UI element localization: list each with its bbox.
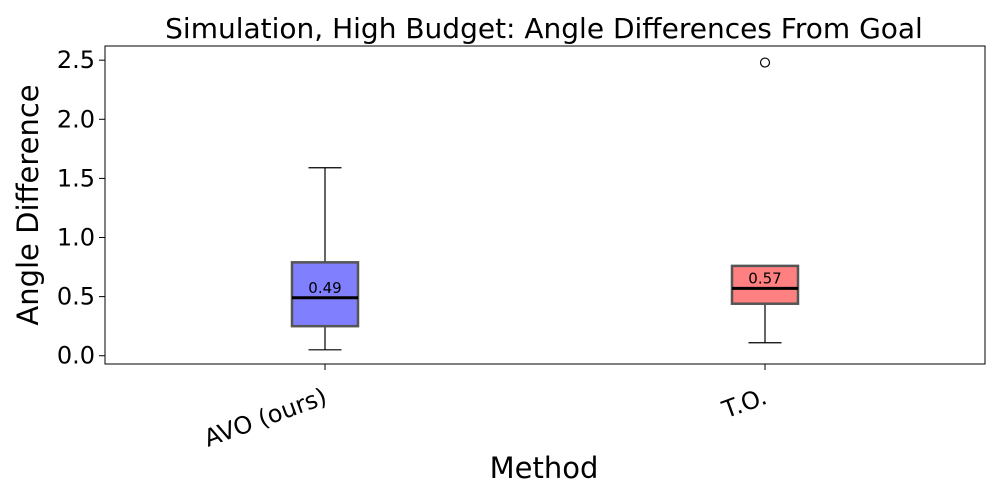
y-tick-label: 2.5 (57, 46, 95, 74)
plot-area-frame (104, 45, 986, 365)
box-iqr (290, 261, 360, 328)
x-tick-label: AVO (ours) (200, 382, 330, 452)
box-iqr (730, 264, 800, 305)
x-tick-label: T.O. (718, 382, 771, 424)
chart-title: Simulation, High Budget: Angle Differenc… (165, 12, 923, 45)
x-axis: AVO (ours) T.O. (200, 364, 771, 453)
y-tick-label: 0.0 (57, 342, 95, 370)
y-tick-label: 1.0 (57, 224, 95, 252)
y-tick-label: 2.0 (57, 105, 95, 133)
y-tick-label: 1.5 (57, 164, 95, 192)
median-label: 0.49 (308, 279, 341, 297)
y-tick-label: 0.5 (57, 283, 95, 311)
x-axis-label: Method (490, 451, 599, 485)
median-label: 0.57 (748, 269, 781, 287)
y-axis: 0.0 0.5 1.0 1.5 2.0 2.5 (57, 46, 105, 370)
y-axis-label: Angle Difference (11, 84, 45, 325)
box-group: 0.57 (730, 57, 800, 344)
boxes-layer: 0.49 0.57 (290, 57, 800, 351)
box-group: 0.49 (290, 167, 360, 351)
outlier-point (759, 57, 771, 68)
